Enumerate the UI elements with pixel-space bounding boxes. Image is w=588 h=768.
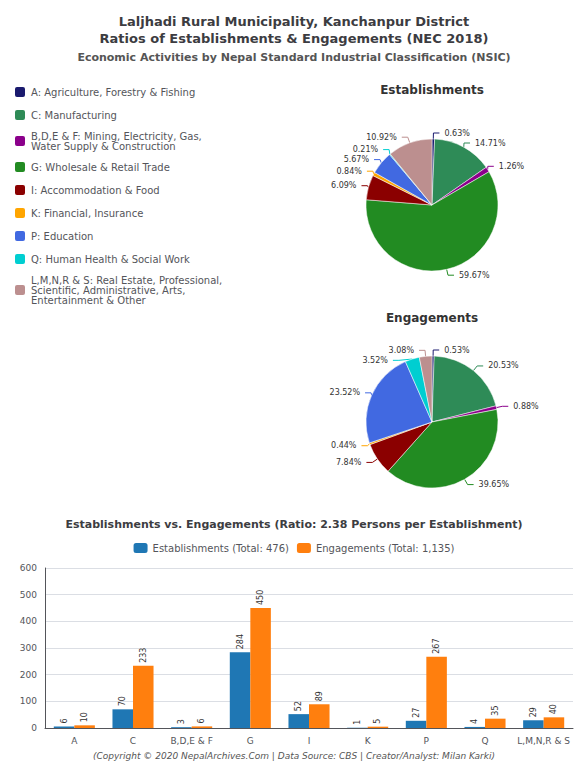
svg-text:0.53%: 0.53%	[444, 346, 470, 355]
svg-text:70: 70	[118, 696, 127, 706]
svg-text:0.21%: 0.21%	[353, 145, 379, 154]
svg-text:G: G	[247, 736, 254, 746]
svg-text:L,M,N,R & S: L,M,N,R & S	[517, 736, 570, 746]
svg-text:I: I	[308, 736, 311, 746]
svg-text:6: 6	[60, 718, 69, 723]
svg-text:29: 29	[529, 707, 538, 717]
svg-text:200: 200	[20, 670, 37, 680]
svg-text:Engagements: Engagements	[386, 311, 478, 325]
svg-text:3: 3	[177, 719, 186, 724]
svg-text:10: 10	[80, 712, 89, 722]
svg-text:233: 233	[139, 648, 148, 663]
svg-text:5.67%: 5.67%	[344, 155, 370, 164]
svg-text:39.65%: 39.65%	[479, 480, 510, 489]
svg-text:Economic Activities by Nepal S: Economic Activities by Nepal Standard In…	[77, 51, 510, 64]
svg-text:Q: Q	[481, 736, 488, 746]
svg-text:A: Agriculture, Forestry & Fis: A: Agriculture, Forestry & Fishing	[31, 87, 195, 98]
svg-text:P: P	[424, 736, 430, 746]
svg-text:600: 600	[20, 563, 37, 573]
svg-text:C: C	[130, 736, 136, 746]
svg-text:267: 267	[432, 639, 441, 654]
svg-text:Establishments vs. Engagements: Establishments vs. Engagements (Ratio: 2…	[65, 518, 522, 531]
svg-text:G: Wholesale & Retail Trade: G: Wholesale & Retail Trade	[31, 162, 170, 173]
svg-text:14.71%: 14.71%	[475, 139, 506, 148]
svg-text:35: 35	[491, 705, 500, 715]
svg-text:59.67%: 59.67%	[459, 271, 490, 280]
svg-text:Establishments (Total: 476): Establishments (Total: 476)	[153, 543, 289, 554]
svg-text:Laljhadi Rural Municipality, K: Laljhadi Rural Municipality, Kanchanpur …	[119, 14, 470, 29]
svg-text:L,M,N,R & S: Real Estate, Prof: L,M,N,R & S: Real Estate, Professional,	[31, 274, 223, 286]
svg-text:284: 284	[236, 634, 245, 649]
svg-text:0.44%: 0.44%	[331, 441, 357, 450]
svg-text:20.53%: 20.53%	[488, 361, 519, 370]
svg-text:K: K	[365, 736, 372, 746]
svg-text:5: 5	[373, 719, 382, 724]
svg-text:500: 500	[20, 590, 37, 600]
svg-text:23.52%: 23.52%	[330, 388, 361, 397]
svg-text:A: A	[71, 736, 78, 746]
svg-text:89: 89	[315, 691, 324, 701]
svg-text:1.26%: 1.26%	[499, 162, 525, 171]
svg-text:B,D,E & F: B,D,E & F	[170, 736, 212, 746]
svg-text:Establishments: Establishments	[380, 83, 484, 97]
svg-text:52: 52	[294, 701, 303, 711]
svg-text:(Copyright © 2020 NepalArchive: (Copyright © 2020 NepalArchives.Com | Da…	[93, 751, 495, 761]
svg-text:100: 100	[20, 696, 37, 706]
svg-text:7.84%: 7.84%	[336, 458, 362, 467]
svg-text:6: 6	[197, 718, 206, 723]
svg-text:1: 1	[353, 720, 362, 725]
svg-text:3.52%: 3.52%	[362, 356, 388, 365]
svg-text:B,D,E & F: Mining, Electricity: B,D,E & F: Mining, Electricity, Gas,	[31, 130, 202, 142]
svg-text:Entertainment & Other: Entertainment & Other	[31, 295, 147, 306]
svg-text:10.92%: 10.92%	[366, 133, 397, 142]
svg-text:400: 400	[20, 616, 37, 626]
svg-text:Scientific, Administrative, Ar: Scientific, Administrative, Arts,	[31, 284, 186, 296]
svg-text:C: Manufacturing: C: Manufacturing	[31, 110, 117, 121]
svg-text:27: 27	[412, 708, 421, 718]
svg-text:Water Supply & Construction: Water Supply & Construction	[31, 141, 176, 152]
svg-text:6.09%: 6.09%	[331, 181, 357, 190]
svg-text:0.63%: 0.63%	[444, 129, 470, 138]
svg-text:K: Financial, Insurance: K: Financial, Insurance	[31, 208, 143, 219]
svg-text:P: Education: P: Education	[31, 231, 93, 242]
svg-text:Engagements (Total: 1,135): Engagements (Total: 1,135)	[316, 543, 455, 554]
svg-text:0.84%: 0.84%	[336, 167, 362, 176]
svg-text:I: Accommodation & Food: I: Accommodation & Food	[31, 185, 160, 196]
svg-text:40: 40	[549, 704, 558, 714]
svg-text:0.88%: 0.88%	[513, 402, 539, 411]
svg-text:3.08%: 3.08%	[389, 346, 415, 355]
svg-text:4: 4	[470, 719, 479, 724]
svg-text:450: 450	[256, 590, 265, 605]
svg-text:Ratios of Establishments & Eng: Ratios of Establishments & Engagements (…	[100, 31, 489, 46]
svg-text:0: 0	[31, 723, 37, 733]
svg-text:300: 300	[20, 643, 37, 653]
svg-text:Q: Human Health & Social Work: Q: Human Health & Social Work	[31, 254, 190, 265]
